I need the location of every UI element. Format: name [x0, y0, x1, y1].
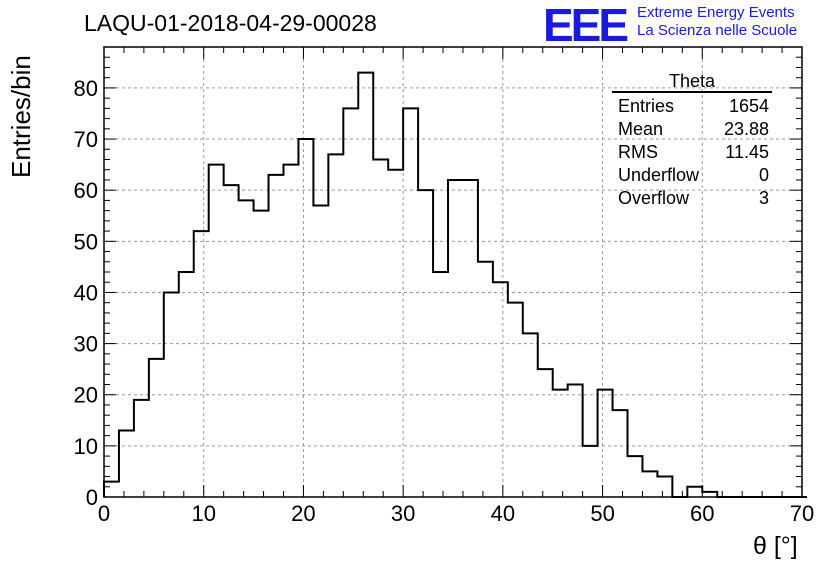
stats-value: 23.88 [723, 119, 769, 139]
stats-value: 1654 [728, 96, 769, 116]
x-tick-label: 30 [391, 501, 415, 526]
stats-label: Overflow [618, 188, 690, 208]
logo-caption-line1: Extreme Energy Events [637, 4, 795, 21]
stats-value: 0 [758, 165, 769, 185]
histogram-bin [657, 477, 672, 497]
x-tick-label: 50 [590, 501, 614, 526]
x-tick-label: 40 [491, 501, 515, 526]
logo-caption-line2: La Scienza nelle Scuole [637, 22, 798, 39]
histogram-bin [388, 170, 403, 497]
histogram-bin [553, 390, 568, 497]
y-tick-label: 70 [74, 127, 98, 152]
x-axis-label: θ [°] [753, 532, 798, 560]
eee-logo: EEE [543, 0, 629, 51]
histogram-bin [179, 272, 194, 497]
histogram-bin [538, 369, 553, 497]
histogram-bin [373, 160, 388, 498]
chart-title: LAQU-01-2018-04-29-00028 [84, 10, 377, 36]
y-tick-label: 40 [74, 280, 98, 305]
histogram-bin [448, 180, 463, 497]
y-tick-label: 30 [74, 332, 98, 357]
x-tick-label: 60 [690, 501, 714, 526]
histogram-bin [628, 456, 643, 497]
stats-label: Mean [618, 119, 664, 139]
x-tick-label: 20 [291, 501, 315, 526]
histogram-bin [149, 359, 164, 497]
stats-row-underflow: Underflow 0 [612, 164, 772, 187]
stats-title: Theta [612, 72, 772, 93]
y-axis-label: Entries/bin [6, 55, 36, 178]
histogram-bin [568, 385, 583, 498]
histogram-bin [642, 471, 657, 497]
y-tick-label: 10 [74, 434, 98, 459]
histogram-bin [104, 482, 119, 497]
histogram-bin [493, 282, 508, 497]
histogram-bin [313, 206, 328, 497]
histogram-bin [224, 185, 239, 497]
histogram-step-line [103, 71, 807, 498]
histogram-bin [119, 431, 134, 497]
y-tick-label: 20 [74, 383, 98, 408]
stats-label: Entries [618, 96, 675, 116]
histogram-bin [687, 487, 702, 497]
stats-label: RMS [618, 142, 658, 162]
logo-caption: Extreme Energy Events La Scienza nelle S… [637, 4, 797, 40]
stats-box: Theta Entries 1654 Mean 23.88 RMS 11.45 Und… [612, 72, 772, 210]
y-tick-label: 60 [74, 178, 98, 203]
stats-value: 11.45 [725, 142, 769, 162]
histogram-bin [343, 108, 358, 497]
x-tick-label: 70 [790, 501, 814, 526]
histogram-bin [358, 73, 373, 497]
stats-value: 3 [758, 188, 769, 208]
histogram-bin [283, 165, 298, 497]
histogram-bin [328, 154, 343, 497]
histogram-bin [418, 190, 433, 497]
histogram-bin [523, 333, 538, 497]
stats-row-mean: Mean 23.88 [612, 118, 772, 141]
histogram-bin [613, 410, 628, 497]
histogram-bin [403, 108, 418, 497]
histogram-bin [164, 292, 179, 497]
stats-row-rms: RMS 11.45 [612, 141, 772, 164]
y-tick-label: 80 [74, 76, 98, 101]
stats-row-overflow: Overflow 3 [612, 187, 772, 210]
x-tick-label: 10 [191, 501, 215, 526]
histogram-bin [583, 446, 598, 497]
histogram-bin [209, 165, 224, 497]
histogram-bin [463, 180, 478, 497]
y-tick-label: 50 [74, 229, 98, 254]
histogram-bin [508, 303, 523, 497]
histogram-bin [433, 272, 448, 497]
stats-label: Underflow [618, 165, 700, 185]
x-tick-label: 0 [98, 501, 110, 526]
histogram-bin [478, 262, 493, 497]
histogram-bin [298, 139, 313, 497]
histogram-bin [134, 400, 149, 497]
histogram-bin [254, 211, 269, 497]
histogram-bin [239, 200, 254, 497]
stats-row-entries: Entries 1654 [612, 95, 772, 118]
y-tick-label: 0 [86, 485, 98, 510]
histogram-bin [269, 175, 284, 497]
histogram-bin [194, 231, 209, 497]
histogram-bin [598, 390, 613, 497]
histogram-bin [702, 492, 717, 497]
